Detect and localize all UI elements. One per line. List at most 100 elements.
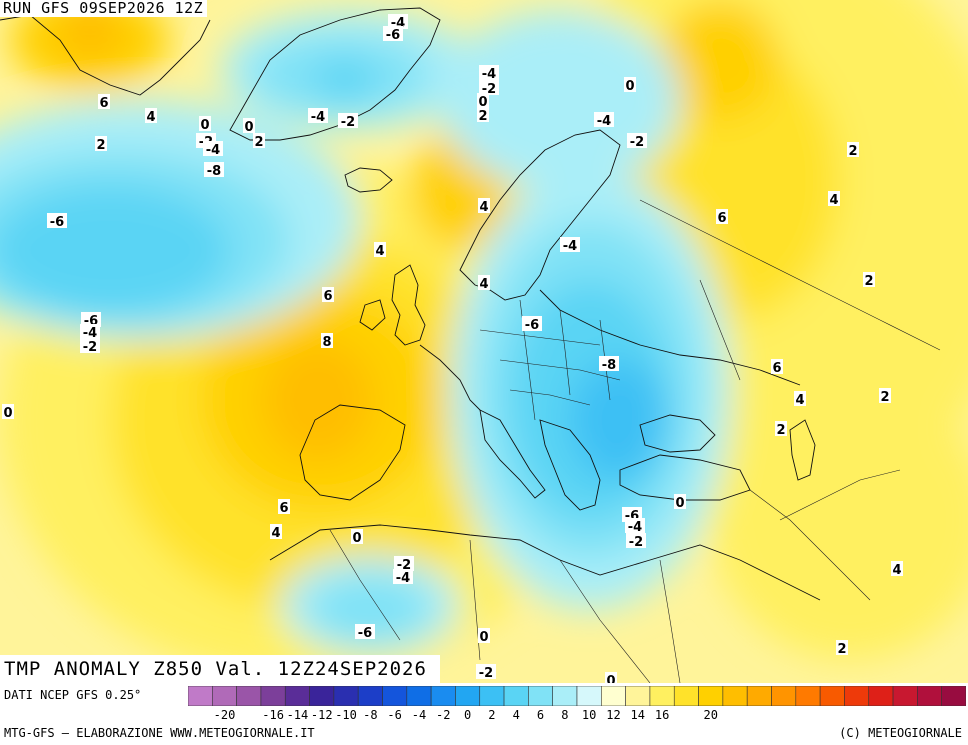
contour-label-text: 4 [479, 277, 488, 292]
colorbar-bin [552, 686, 578, 706]
contour-label: 4 [270, 524, 282, 541]
contour-label-text: 2 [880, 390, 889, 405]
legend-tick-label: -12 [310, 708, 333, 722]
contour-label-box [308, 108, 328, 123]
contour-label-box [478, 275, 490, 290]
anomaly-map: -4-66420-2-402-4-2-8-6-4-2020-4-224644-4… [0, 0, 968, 683]
borders-middle-east [749, 469, 901, 601]
contour-label-text: -6 [358, 626, 372, 641]
anomaly-blob-6 [660, 0, 780, 120]
contour-label-box [828, 191, 840, 206]
contour-label-box [80, 324, 100, 339]
contour-label: 0 [605, 672, 617, 683]
legend-tick-label: 4 [512, 708, 520, 722]
contour-label: 2 [775, 421, 787, 438]
contour-label-text: 4 [479, 200, 488, 215]
coastline-iceland [344, 167, 393, 193]
legend-tick-label: -8 [363, 708, 378, 722]
contour-label-box [270, 524, 282, 539]
contour-label-box [771, 359, 783, 374]
contour-label-text: 6 [717, 211, 726, 226]
contour-label-box [775, 421, 787, 436]
colorbar-bin [844, 686, 870, 706]
anomaly-blob-17 [315, 60, 375, 100]
contour-label-text: 6 [772, 361, 781, 376]
colorbar-bin [212, 686, 237, 706]
contour-label-box [338, 113, 358, 128]
borders-russia [639, 199, 941, 381]
legend-tick-label: -6 [387, 708, 402, 722]
anomaly-blob-10 [710, 380, 968, 660]
contour-label-box [478, 198, 490, 213]
contour-label-text: 2 [254, 135, 263, 150]
contour-label-box [351, 529, 363, 544]
legend-tick-label: -2 [436, 708, 451, 722]
legend-tick-label: 2 [488, 708, 496, 722]
colorbar-bin [455, 686, 481, 706]
contour-label-text: 4 [375, 244, 384, 259]
contour-label: 4 [374, 242, 386, 259]
colorbar-bin [941, 686, 966, 706]
contour-label-text: -4 [563, 239, 577, 254]
contour-label: -2 [338, 113, 358, 130]
contour-label-text: 2 [848, 144, 857, 159]
contour-label-box [477, 107, 489, 122]
colorbar-bin [528, 686, 553, 706]
coastlines [0, 7, 821, 601]
contour-label-text: 2 [837, 642, 846, 657]
contour-label-box [95, 136, 107, 151]
contour-label-box [674, 494, 686, 509]
contour-label: -2 [626, 533, 646, 550]
contour-label-text: 0 [352, 531, 361, 546]
contour-label: 0 [199, 116, 211, 133]
coastline-iberia [299, 404, 406, 501]
contour-label-box [393, 569, 413, 584]
contour-label: -4 [308, 108, 328, 125]
colorbar-bin [430, 686, 456, 706]
colorbar-bin [722, 686, 748, 706]
contour-label-box [891, 561, 903, 576]
coastline-canada [0, 14, 211, 96]
contour-label: 2 [863, 272, 875, 289]
contour-label-text: 0 [675, 496, 684, 511]
contour-label: 4 [891, 561, 903, 578]
contour-label-text: 6 [279, 501, 288, 516]
credit-label: MTG-GFS — ELABORAZIONE WWW.METEOGIORNALE… [4, 726, 315, 740]
contour-label-text: 4 [271, 526, 280, 541]
contour-label-text: 2 [96, 138, 105, 153]
contour-label: -4 [625, 518, 645, 535]
contour-label: -8 [599, 356, 619, 373]
contour-label-text: 0 [478, 95, 487, 110]
contour-label: 0 [243, 118, 255, 135]
contour-label: 0 [477, 93, 489, 110]
contour-label-text: 2 [864, 274, 873, 289]
contour-label: -4 [203, 141, 223, 158]
contour-label: 2 [879, 388, 891, 405]
legend-tick-label: 0 [463, 708, 472, 722]
contour-label-box [80, 338, 100, 353]
colorbar-bin [795, 686, 821, 706]
anomaly-shading [0, 0, 968, 680]
field-title: TMP ANOMALY Z850 Val. 12Z24SEP2026 [0, 655, 440, 683]
contour-label: 0 [674, 494, 686, 511]
contour-label-box [145, 108, 157, 123]
contour-label-box [625, 518, 645, 533]
contour-label-text: -6 [386, 28, 400, 43]
contour-label-box [374, 242, 386, 257]
contour-label-box [879, 388, 891, 403]
contour-label: -4 [479, 65, 499, 82]
contour-label-box [47, 213, 67, 228]
contour-label-text: -2 [341, 115, 355, 130]
contour-label-text: 4 [829, 193, 838, 208]
contour-label-box [594, 112, 614, 127]
contour-label: 6 [771, 359, 783, 376]
colorbar-bin [892, 686, 918, 706]
anomaly-blob-4 [263, 340, 373, 460]
contour-label: 6 [98, 94, 110, 111]
contour-label: 4 [828, 191, 840, 208]
colorbar-bin [576, 686, 602, 706]
contour-label: 6 [716, 209, 728, 226]
contour-label: 4 [794, 391, 806, 408]
contour-label-box [847, 142, 859, 157]
colorbar-bin [917, 686, 942, 706]
